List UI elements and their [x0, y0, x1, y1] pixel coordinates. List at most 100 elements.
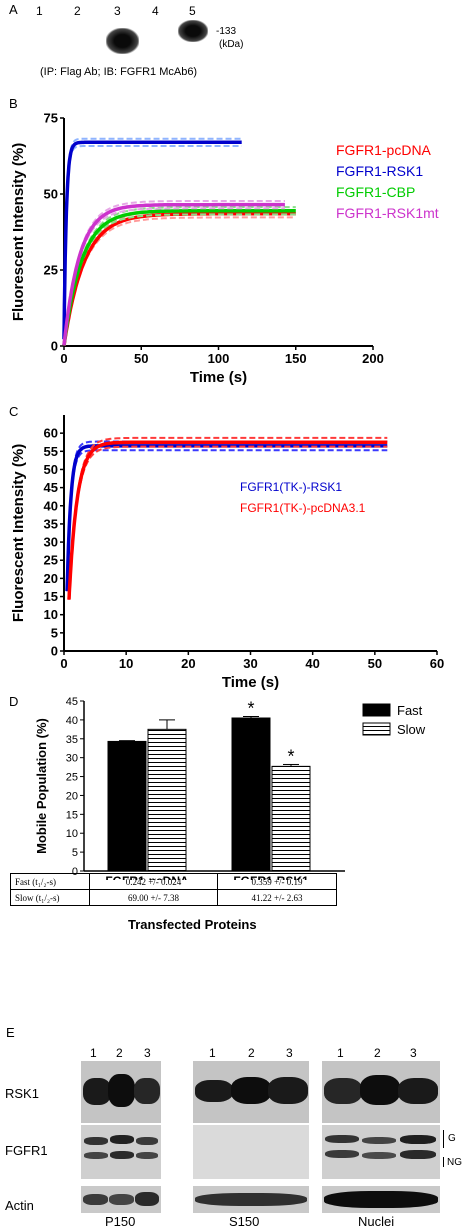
y-tick-label: 0 — [51, 339, 58, 354]
bracket-label: G — [448, 1133, 456, 1144]
table-row: Slow (t₁/₂-s) 69.00 +/- 7.38 41.22 +/- 2… — [10, 889, 338, 906]
x-axis-title: Transfected Proteins — [128, 917, 257, 932]
lane-label: 2 — [116, 1046, 123, 1060]
significance-marker: * — [287, 746, 294, 766]
blot-band — [268, 1077, 308, 1104]
table-cell: 41.22 +/- 2.63 — [216, 889, 338, 906]
lane-label: 2 — [74, 4, 81, 18]
blot-band — [324, 1078, 362, 1104]
half-time-table: Fast (t₁/₂-s) 0.242 +/- 0.024 0.359 +/- … — [10, 873, 338, 906]
bar — [271, 765, 311, 872]
blot-band — [325, 1135, 359, 1143]
legend-entry: FGFR1(TK-)-pcDNA3.1 — [240, 501, 366, 515]
blot-row-label: RSK1 — [5, 1086, 39, 1101]
panel-a-label: A — [9, 2, 18, 17]
blot-band — [324, 1191, 438, 1208]
lane-label: 1 — [36, 4, 43, 18]
series-line — [62, 140, 242, 340]
y-tick-label: 25 — [66, 772, 78, 784]
y-tick-label: 10 — [44, 607, 58, 622]
y-tick-label: 20 — [44, 571, 58, 586]
y-tick-label: 75 — [44, 111, 58, 126]
blot-band — [195, 1080, 233, 1102]
y-tick-label: 15 — [66, 809, 78, 821]
confidence-band-lower — [63, 145, 242, 340]
panel-c-label: C — [9, 404, 19, 419]
chart-d-svg: 0 5 10 15 20 25 30 35 40 45 Mobile Population (%) F… — [34, 696, 426, 880]
blot-band — [84, 1152, 108, 1159]
panel-d-label: D — [9, 694, 19, 709]
x-tick-label: 10 — [119, 656, 133, 671]
legend-entry: FGFR1-pcDNA — [336, 142, 432, 158]
confidence-band-upper — [66, 440, 388, 591]
blot-band — [362, 1137, 396, 1144]
western-blot-band — [178, 20, 208, 42]
blot-band — [109, 1194, 134, 1205]
table-cell: Slow (t₁/₂-s) — [10, 889, 90, 906]
blot-band — [400, 1150, 436, 1159]
bracket-line — [443, 1157, 444, 1167]
fraction-label: S150 — [229, 1214, 260, 1229]
blot-band — [135, 1192, 159, 1206]
y-tick-label: 25 — [44, 263, 58, 278]
blot-band — [325, 1150, 359, 1158]
blot-band — [110, 1151, 134, 1159]
blot-image — [193, 1061, 309, 1123]
blot-band — [84, 1137, 108, 1145]
x-axis-title: Time (s) — [190, 369, 247, 386]
y-tick-label: 30 — [66, 753, 78, 765]
table-cell: Fast (t₁/₂-s) — [10, 873, 90, 890]
blot-image — [81, 1061, 161, 1123]
western-blot-band — [106, 28, 139, 54]
series-line — [67, 440, 388, 600]
bar — [147, 728, 187, 872]
y-tick-label: 20 — [66, 790, 78, 802]
y-axis-title: Mobile Population (%) — [34, 718, 49, 854]
blot-band — [108, 1074, 135, 1107]
blot-band — [195, 1193, 307, 1206]
bracket-line — [443, 1130, 444, 1148]
blot-image — [81, 1125, 161, 1179]
x-tick-label: 0 — [60, 656, 67, 671]
blot-band — [83, 1078, 111, 1105]
blot-band — [400, 1135, 436, 1144]
table-cell: 0.242 +/- 0.024 — [89, 873, 218, 890]
y-tick-label: 55 — [44, 444, 58, 459]
x-tick-label: 100 — [208, 351, 230, 366]
x-tick-label: 200 — [362, 351, 384, 366]
blot-band — [136, 1152, 158, 1159]
lane-label: 1 — [209, 1046, 216, 1060]
significance-marker: * — [247, 698, 254, 718]
series-line — [65, 444, 388, 591]
y-axis-title: Fluorescent Intensity (%) — [10, 143, 27, 321]
y-tick-label: 50 — [44, 462, 58, 477]
y-tick-label: 0 — [51, 644, 58, 659]
fraction-label: Nuclei — [358, 1214, 395, 1229]
blot-band — [398, 1078, 438, 1104]
y-tick-label: 35 — [66, 734, 78, 746]
y-axis-title: Fluorescent Intensity (%) — [10, 444, 27, 622]
blot-band — [136, 1137, 158, 1145]
y-tick-label: 5 — [72, 847, 78, 859]
panel-e-label: E — [6, 1025, 15, 1040]
chart-b: 0 50 100 150 200 0 25 50 75 Time (s) Fluorescent I… — [10, 111, 439, 387]
blot-band — [83, 1194, 108, 1205]
legend-entry: Slow — [397, 722, 426, 737]
y-tick-label: 15 — [44, 589, 58, 604]
x-tick-label: 50 — [134, 351, 148, 366]
table-row: Fast (t₁/₂-s) 0.242 +/- 0.024 0.359 +/- … — [10, 873, 338, 890]
lane-label: 3 — [286, 1046, 293, 1060]
blot-image — [193, 1125, 309, 1179]
legend-entry: FGFR1-CBP — [336, 184, 415, 200]
y-tick-label: 30 — [44, 535, 58, 550]
y-tick-label: 40 — [66, 715, 78, 727]
blot-image — [322, 1186, 440, 1213]
confidence-band-lower — [63, 213, 296, 346]
bar — [231, 717, 271, 872]
y-tick-label: 50 — [44, 187, 58, 202]
y-tick-label: 40 — [44, 498, 58, 513]
y-tick-label: 35 — [44, 516, 58, 531]
blot-row-label: FGFR1 — [5, 1143, 48, 1158]
x-tick-label: 0 — [60, 351, 67, 366]
